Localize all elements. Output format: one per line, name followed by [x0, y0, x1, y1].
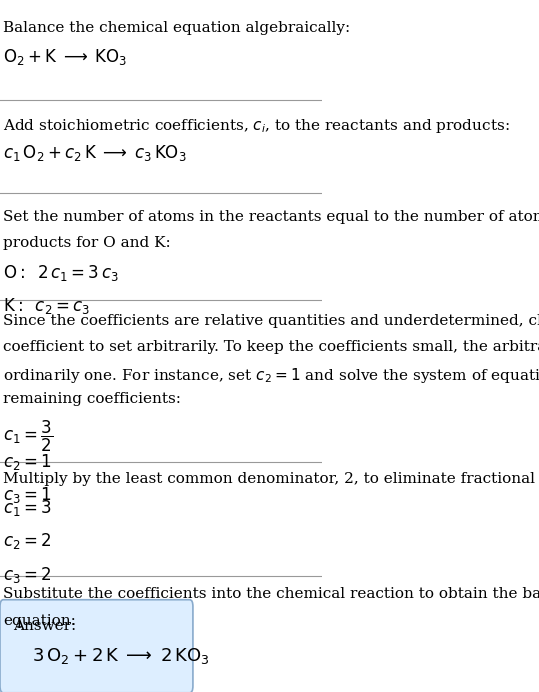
- Text: Since the coefficients are relative quantities and underdetermined, choose a: Since the coefficients are relative quan…: [3, 313, 539, 327]
- Text: equation:: equation:: [3, 614, 76, 628]
- Text: Substitute the coefficients into the chemical reaction to obtain the balanced: Substitute the coefficients into the che…: [3, 588, 539, 601]
- Text: $\mathrm{K:}\;\; c_2 = c_3$: $\mathrm{K:}\;\; c_2 = c_3$: [3, 295, 90, 316]
- Text: products for O and K:: products for O and K:: [3, 237, 171, 251]
- Text: ordinarily one. For instance, set $c_2 = 1$ and solve the system of equations fo: ordinarily one. For instance, set $c_2 =…: [3, 366, 539, 385]
- Text: Multiply by the least common denominator, 2, to eliminate fractional coefficient: Multiply by the least common denominator…: [3, 472, 539, 486]
- Text: $\mathrm{O_2 + K \;\longrightarrow\; KO_3}$: $\mathrm{O_2 + K \;\longrightarrow\; KO_…: [3, 47, 128, 67]
- Text: $c_1 = \dfrac{3}{2}$: $c_1 = \dfrac{3}{2}$: [3, 419, 53, 454]
- Text: remaining coefficients:: remaining coefficients:: [3, 392, 181, 406]
- FancyBboxPatch shape: [0, 600, 193, 692]
- Text: Balance the chemical equation algebraically:: Balance the chemical equation algebraica…: [3, 21, 350, 35]
- Text: $c_3 = 1$: $c_3 = 1$: [3, 484, 52, 504]
- Text: Add stoichiometric coefficients, $c_i$, to the reactants and products:: Add stoichiometric coefficients, $c_i$, …: [3, 117, 510, 135]
- Text: $3\,\mathrm{O_2} + 2\,\mathrm{K} \;\longrightarrow\; 2\,\mathrm{KO_3}$: $3\,\mathrm{O_2} + 2\,\mathrm{K} \;\long…: [32, 646, 210, 666]
- Text: $c_2 = 1$: $c_2 = 1$: [3, 451, 52, 471]
- Text: Answer:: Answer:: [13, 619, 76, 633]
- Text: Set the number of atoms in the reactants equal to the number of atoms in the: Set the number of atoms in the reactants…: [3, 210, 539, 224]
- Text: coefficient to set arbitrarily. To keep the coefficients small, the arbitrary va: coefficient to set arbitrarily. To keep …: [3, 340, 539, 354]
- Text: $\mathrm{O:}\;\; 2\,c_1 = 3\,c_3$: $\mathrm{O:}\;\; 2\,c_1 = 3\,c_3$: [3, 263, 119, 282]
- Text: $c_3 = 2$: $c_3 = 2$: [3, 565, 52, 585]
- Text: $c_2 = 2$: $c_2 = 2$: [3, 531, 52, 552]
- Text: $c_1 = 3$: $c_1 = 3$: [3, 498, 52, 518]
- Text: $c_1\,\mathrm{O_2} + c_2\,\mathrm{K} \;\longrightarrow\; c_3\,\mathrm{KO_3}$: $c_1\,\mathrm{O_2} + c_2\,\mathrm{K} \;\…: [3, 143, 187, 163]
